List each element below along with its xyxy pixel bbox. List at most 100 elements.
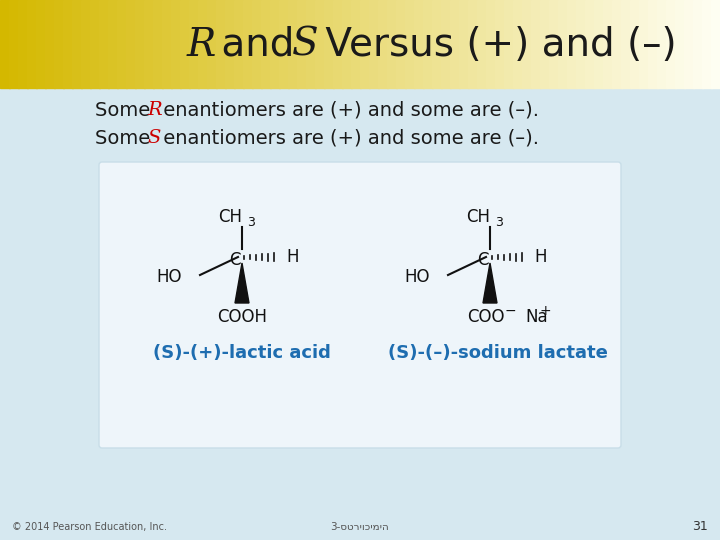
Text: R: R: [147, 101, 161, 119]
Text: enantiomers are (+) and some are (–).: enantiomers are (+) and some are (–).: [157, 129, 539, 147]
Bar: [576, 0, 586, 88]
Bar: [306, 0, 316, 88]
Bar: [99, 0, 109, 88]
Text: S: S: [292, 26, 319, 64]
Bar: [315, 0, 325, 88]
Bar: [378, 0, 388, 88]
Bar: [630, 0, 640, 88]
Bar: [675, 0, 685, 88]
Bar: [216, 0, 226, 88]
Bar: [504, 0, 514, 88]
Bar: [72, 0, 82, 88]
Bar: [549, 0, 559, 88]
FancyBboxPatch shape: [99, 162, 621, 448]
Text: H: H: [286, 248, 299, 266]
Bar: [108, 0, 118, 88]
Bar: [234, 0, 244, 88]
Bar: [180, 0, 190, 88]
Bar: [567, 0, 577, 88]
Bar: [666, 0, 676, 88]
Bar: [117, 0, 127, 88]
Bar: [45, 0, 55, 88]
Bar: [513, 0, 523, 88]
Bar: [657, 0, 667, 88]
Bar: [468, 0, 478, 88]
Bar: [225, 0, 235, 88]
Bar: [387, 0, 397, 88]
Bar: [324, 0, 334, 88]
Bar: [63, 0, 73, 88]
Bar: [441, 0, 451, 88]
Bar: [153, 0, 163, 88]
Text: (S)-(+)-lactic acid: (S)-(+)-lactic acid: [153, 344, 331, 362]
Text: COO: COO: [467, 308, 505, 326]
Bar: [27, 0, 37, 88]
Bar: [639, 0, 649, 88]
Bar: [252, 0, 262, 88]
Bar: [351, 0, 361, 88]
Text: enantiomers are (+) and some are (–).: enantiomers are (+) and some are (–).: [157, 100, 539, 119]
Bar: [711, 0, 720, 88]
Text: HO: HO: [405, 268, 430, 286]
Bar: [495, 0, 505, 88]
Bar: [90, 0, 100, 88]
Text: Versus (+) and (–): Versus (+) and (–): [313, 26, 677, 64]
Text: C: C: [477, 251, 489, 269]
Bar: [18, 0, 28, 88]
Bar: [198, 0, 208, 88]
Bar: [279, 0, 289, 88]
Bar: [540, 0, 550, 88]
Polygon shape: [483, 263, 497, 303]
Text: Na: Na: [525, 308, 548, 326]
Bar: [189, 0, 199, 88]
Bar: [333, 0, 343, 88]
Text: C: C: [229, 251, 240, 269]
Bar: [81, 0, 91, 88]
Text: and: and: [209, 26, 307, 64]
Bar: [261, 0, 271, 88]
Bar: [414, 0, 424, 88]
Bar: [0, 88, 720, 540]
Bar: [135, 0, 145, 88]
Bar: [684, 0, 694, 88]
Bar: [693, 0, 703, 88]
Text: 3-סטריוכימיה: 3-סטריוכימיה: [330, 522, 390, 532]
Bar: [702, 0, 712, 88]
Bar: [621, 0, 631, 88]
Bar: [0, 0, 10, 88]
Bar: [423, 0, 433, 88]
Bar: [459, 0, 469, 88]
Bar: [162, 0, 172, 88]
Bar: [243, 0, 253, 88]
Bar: [270, 0, 280, 88]
Text: Some: Some: [95, 100, 156, 119]
Text: R: R: [187, 26, 216, 64]
Bar: [144, 0, 154, 88]
Bar: [594, 0, 604, 88]
Bar: [405, 0, 415, 88]
Bar: [603, 0, 613, 88]
Bar: [612, 0, 622, 88]
Text: Some: Some: [95, 129, 156, 147]
Bar: [369, 0, 379, 88]
Text: CH: CH: [466, 208, 490, 226]
Bar: [531, 0, 541, 88]
Bar: [450, 0, 460, 88]
Bar: [648, 0, 658, 88]
Text: CH: CH: [218, 208, 242, 226]
Text: (S)-(–)-sodium lactate: (S)-(–)-sodium lactate: [388, 344, 608, 362]
Text: H: H: [534, 248, 546, 266]
Bar: [396, 0, 406, 88]
Bar: [9, 0, 19, 88]
Text: −: −: [504, 304, 516, 318]
Bar: [477, 0, 487, 88]
Text: S: S: [147, 129, 161, 147]
Bar: [54, 0, 64, 88]
Bar: [342, 0, 352, 88]
Bar: [585, 0, 595, 88]
Bar: [558, 0, 568, 88]
Bar: [171, 0, 181, 88]
Text: 31: 31: [692, 521, 708, 534]
Bar: [288, 0, 298, 88]
Bar: [522, 0, 532, 88]
